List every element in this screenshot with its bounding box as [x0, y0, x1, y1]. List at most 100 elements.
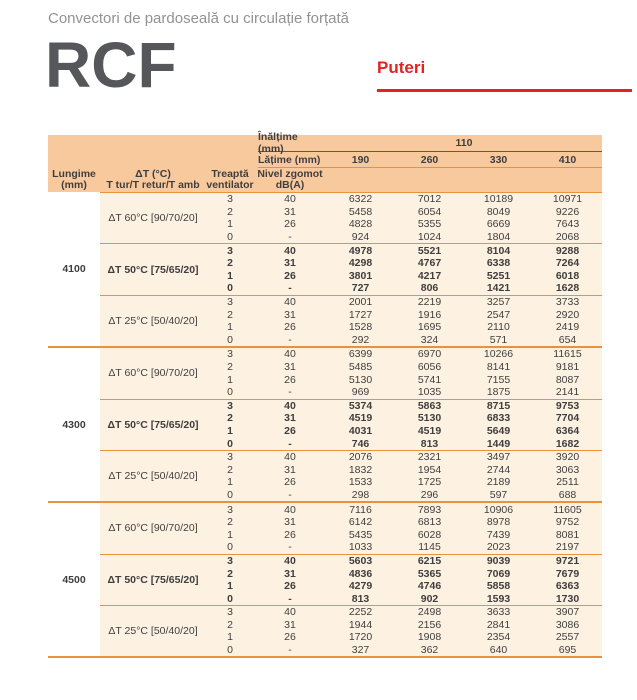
power-value: 9721 — [555, 554, 580, 567]
power-value: 6056 — [417, 361, 442, 374]
dt-label: ΔT 60°C [90/70/20] — [108, 212, 198, 225]
power-value: 2547 — [486, 308, 511, 321]
power-value: 6833 — [486, 412, 511, 425]
table-body: 4100 ΔT 60°C [90/70/20] 3 40 6322 7012 10189 10… — [48, 192, 602, 659]
fan-speed-value: 2 — [227, 463, 233, 476]
power-value: 1533 — [348, 476, 373, 489]
noise-level-value: 31 — [284, 516, 296, 529]
fan-speed-value: 3 — [227, 348, 233, 361]
dt-label: ΔT 25°C [50/40/20] — [108, 314, 198, 327]
power-value: 2498 — [417, 606, 442, 619]
power-value: 6142 — [348, 516, 373, 529]
noise-level-value: - — [288, 592, 292, 605]
power-value: 8715 — [486, 399, 511, 412]
power-value: 3086 — [555, 618, 580, 631]
noise-level-value: 31 — [284, 361, 296, 374]
table-row: 2 31 4519 5130 6833 7704 — [206, 412, 602, 425]
table-row: 1 26 5435 6028 7439 8081 — [206, 528, 602, 541]
power-value: 6322 — [348, 193, 373, 206]
power-value: 5521 — [417, 244, 442, 257]
power-value: 8978 — [486, 516, 511, 529]
power-value: 10266 — [483, 348, 514, 361]
power-value: 4978 — [348, 244, 373, 257]
power-value: 6215 — [417, 554, 442, 567]
width-value-330: 330 — [489, 153, 508, 166]
col-header-lungime-line2: (mm) — [61, 179, 87, 191]
dt-subgroup: ΔT 50°C [75/65/20] 3 40 5603 6215 9039 9721 2 31… — [100, 555, 602, 606]
power-table: Înălțime (mm) 110 Lățime (mm) 190 260 33… — [48, 131, 602, 659]
power-value: 5435 — [348, 528, 373, 541]
power-value: 8049 — [486, 205, 511, 218]
power-value: 1449 — [486, 437, 511, 450]
dt-label: ΔT 25°C [50/40/20] — [108, 625, 198, 638]
col-header-lungime-line1: Lungime — [52, 168, 96, 180]
fan-speed-value: 1 — [227, 528, 233, 541]
lungime-value: 4500 — [48, 503, 100, 657]
noise-level-value: - — [288, 437, 292, 450]
power-value: 5858 — [486, 580, 511, 593]
col-header-delta-t: ΔT (°C) T tur/T retur/T amb — [100, 168, 206, 192]
noise-level-value: 31 — [284, 308, 296, 321]
fan-speed-value: 1 — [227, 321, 233, 334]
noise-level-value: 40 — [284, 451, 296, 464]
table-row: 0 - 969 1035 1875 2141 — [206, 386, 602, 399]
fan-speed-value: 3 — [227, 606, 233, 619]
power-value: 8081 — [555, 528, 580, 541]
power-value: 10189 — [483, 193, 514, 206]
power-value: 11615 — [553, 348, 582, 361]
fan-speed-value: 0 — [227, 333, 233, 346]
table-row: 2 31 5485 6056 8141 9181 — [206, 361, 602, 374]
power-value: 5355 — [417, 218, 442, 231]
fan-speed-value: 2 — [227, 516, 233, 529]
power-value: 8104 — [486, 244, 511, 257]
power-value: 9288 — [555, 244, 580, 257]
fan-speed-value: 2 — [227, 205, 233, 218]
power-value: 6399 — [348, 348, 373, 361]
power-value: 7893 — [417, 503, 442, 516]
noise-level-value: 40 — [284, 193, 296, 206]
table-row: 1 26 3801 4217 5251 6018 — [206, 270, 602, 283]
width-value-410: 410 — [558, 153, 577, 166]
dt-subgroup: ΔT 50°C [75/65/20] 3 40 4978 5521 8104 9288 2 31… — [100, 244, 602, 296]
table-header: Înălțime (mm) 110 Lățime (mm) 190 260 33… — [48, 131, 602, 192]
power-value: 9753 — [555, 399, 580, 412]
power-value: 1421 — [486, 282, 511, 295]
power-value: 2023 — [486, 541, 511, 554]
fan-speed-value: 2 — [227, 618, 233, 631]
dt-label: ΔT 60°C [90/70/20] — [108, 367, 198, 380]
table-row: 2 31 1944 2156 2841 3086 — [206, 619, 602, 632]
power-value: 324 — [420, 333, 439, 346]
noise-level-value: 40 — [284, 554, 296, 567]
fan-speed-value: 1 — [227, 424, 233, 437]
power-value: 1720 — [348, 631, 373, 644]
table-row: 2 31 1832 1954 2744 3063 — [206, 463, 602, 476]
noise-level-value: 26 — [284, 218, 296, 231]
col-header-noise-level-line2: dB(A) — [275, 179, 305, 191]
subgroup-rows: 3 40 2001 2219 3257 3733 2 31 1727 1916 2547 2920 1 2… — [206, 296, 602, 346]
table-row: 1 26 4279 4746 5858 6363 — [206, 580, 602, 593]
power-value: 2156 — [417, 618, 442, 631]
fan-speed-value: 2 — [227, 308, 233, 321]
dt-label: ΔT 60°C [90/70/20] — [108, 522, 198, 535]
power-value: 1035 — [417, 386, 442, 399]
dt-subgroup: ΔT 25°C [50/40/20] 3 40 2001 2219 3257 3733 2 31… — [100, 296, 602, 346]
noise-level-value: - — [288, 333, 292, 346]
power-value: 7679 — [555, 567, 580, 580]
power-value: 3633 — [486, 606, 511, 619]
product-code: RCF — [45, 29, 177, 101]
width-row: Lățime (mm) 190 260 330 410 — [48, 152, 602, 168]
power-value: 2110 — [487, 321, 510, 334]
table-row: 3 40 4978 5521 8104 9288 — [206, 244, 602, 257]
power-value: 5741 — [417, 373, 442, 386]
power-value: 5603 — [348, 554, 373, 567]
power-value: 1695 — [417, 321, 442, 334]
power-value: 2419 — [555, 321, 580, 334]
table-row: 1 26 4828 5355 6669 7643 — [206, 218, 602, 231]
width-row-line: Lățime (mm) 190 260 330 410 — [258, 152, 602, 168]
height-row-line: Înălțime (mm) 110 — [258, 131, 602, 155]
noise-level-value: - — [288, 644, 292, 657]
table-row: 3 40 6399 6970 10266 11615 — [206, 348, 602, 361]
power-value: 1725 — [417, 476, 442, 489]
subgroup-rows: 3 40 2252 2498 3633 3907 2 31 1944 2156 2841 3086 1 2… — [206, 606, 602, 656]
power-value: 695 — [558, 644, 577, 657]
